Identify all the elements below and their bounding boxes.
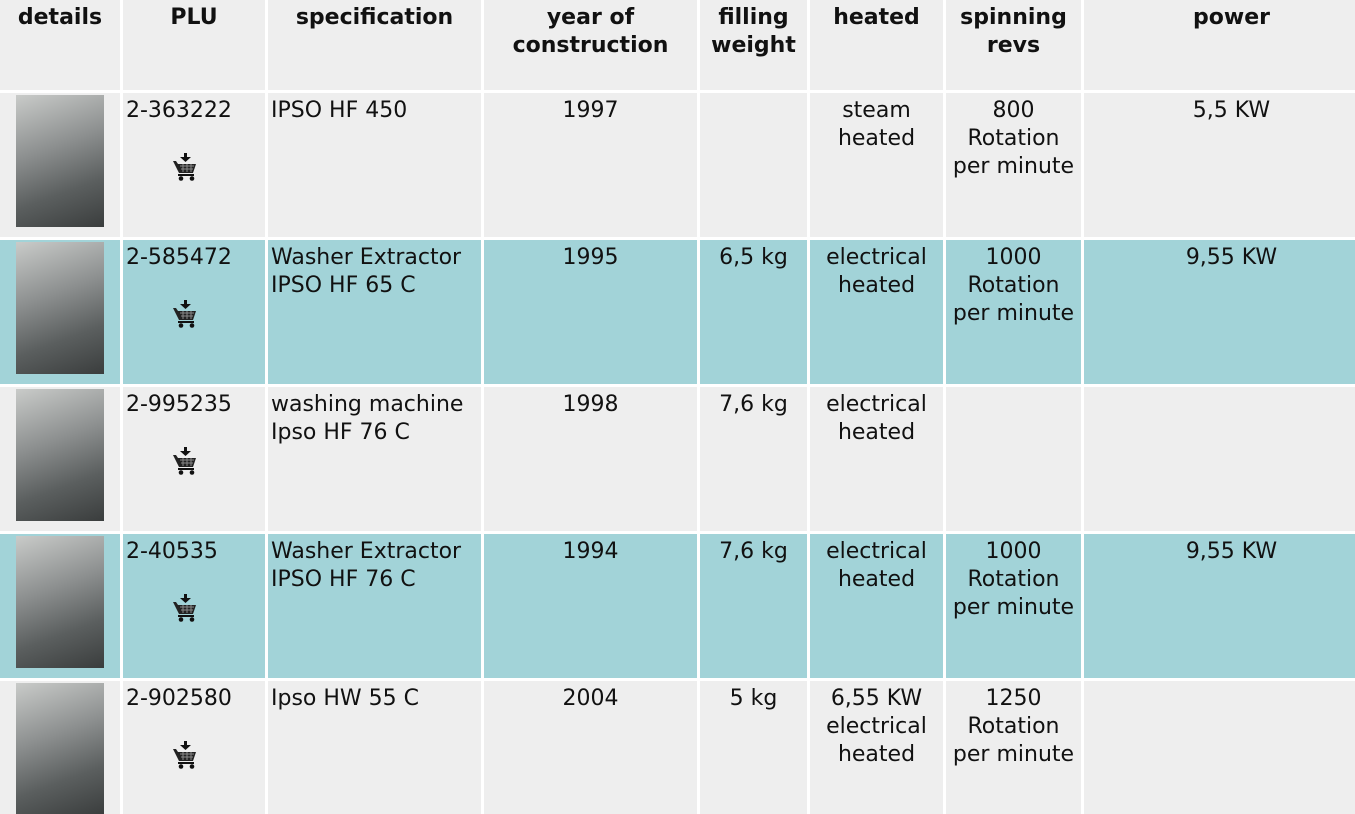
filling-weight-cell: 7,6 kg xyxy=(700,534,807,678)
year-cell: 1998 xyxy=(484,387,697,531)
filling-weight: 5 kg xyxy=(730,686,778,711)
filling-weight: 7,6 kg xyxy=(719,539,788,564)
power-cell xyxy=(1084,387,1355,531)
column-header: year of construction xyxy=(484,0,697,90)
filling-weight-cell xyxy=(700,93,807,237)
plu-cell: 2-40535 xyxy=(123,534,265,678)
specification: Washer Extractor IPSO HF 65 C xyxy=(271,245,461,298)
plu-cell: 2-585472 xyxy=(123,240,265,384)
year: 1994 xyxy=(563,539,619,564)
power-cell: 9,55 KW xyxy=(1084,240,1355,384)
spinning-revs-cell: 1000 Rotation per minute xyxy=(946,534,1081,678)
year-cell: 1994 xyxy=(484,534,697,678)
details-cell xyxy=(0,534,120,678)
product-thumbnail[interactable] xyxy=(16,242,104,374)
spinning-revs: 800 Rotation per minute xyxy=(953,98,1074,179)
cart-icon[interactable] xyxy=(172,153,198,181)
column-header: filling weight xyxy=(700,0,807,90)
column-header: specification xyxy=(268,0,481,90)
details-cell xyxy=(0,387,120,531)
power-cell xyxy=(1084,681,1355,814)
year-cell: 1995 xyxy=(484,240,697,384)
filling-weight: 7,6 kg xyxy=(719,392,788,417)
specification: IPSO HF 450 xyxy=(271,98,407,123)
power-cell: 9,55 KW xyxy=(1084,534,1355,678)
cart-icon[interactable] xyxy=(172,300,198,328)
heated-cell: electrical heated xyxy=(810,240,943,384)
specification-cell: Ipso HW 55 C xyxy=(268,681,481,814)
spinning-revs-cell: 800 Rotation per minute xyxy=(946,93,1081,237)
spinning-revs: 1250 Rotation per minute xyxy=(953,686,1074,767)
year: 2004 xyxy=(563,686,619,711)
year: 1995 xyxy=(563,245,619,270)
specification-cell: Washer Extractor IPSO HF 65 C xyxy=(268,240,481,384)
spinning-revs: 1000 Rotation per minute xyxy=(953,539,1074,620)
specification: washing machine Ipso HF 76 C xyxy=(271,392,463,445)
year-cell: 2004 xyxy=(484,681,697,814)
heated: electrical heated xyxy=(826,539,927,592)
filling-weight-cell: 6,5 kg xyxy=(700,240,807,384)
specification: Ipso HW 55 C xyxy=(271,686,419,711)
specification-cell: IPSO HF 450 xyxy=(268,93,481,237)
spinning-revs: 1000 Rotation per minute xyxy=(953,245,1074,326)
table-row: 2-40535 Washer Extractor IPSO HF 76 C 1994… xyxy=(0,534,1355,678)
heated-cell: steam heated xyxy=(810,93,943,237)
heated-cell: electrical heated xyxy=(810,387,943,531)
filling-weight-cell: 7,6 kg xyxy=(700,387,807,531)
plu: 2-363222 xyxy=(126,97,262,125)
plu: 2-40535 xyxy=(126,538,262,566)
heated-cell: 6,55 KW electrical heated xyxy=(810,681,943,814)
plu: 2-995235 xyxy=(126,391,262,419)
spinning-revs-cell: 1000 Rotation per minute xyxy=(946,240,1081,384)
details-cell xyxy=(0,240,120,384)
details-cell xyxy=(0,681,120,814)
column-header: power xyxy=(1084,0,1355,90)
details-cell xyxy=(0,93,120,237)
table-row: 2-363222 IPSO HF 450 1997 steam heated 800 R… xyxy=(0,93,1355,237)
spinning-revs-cell xyxy=(946,387,1081,531)
plu-cell: 2-995235 xyxy=(123,387,265,531)
cart-icon[interactable] xyxy=(172,741,198,769)
table-row: 2-995235 washing machine Ipso HF 76 C 1998… xyxy=(0,387,1355,531)
column-header: spinning revs xyxy=(946,0,1081,90)
plu: 2-585472 xyxy=(126,244,262,272)
product-thumbnail[interactable] xyxy=(16,683,104,814)
power: 9,55 KW xyxy=(1186,245,1277,270)
power: 9,55 KW xyxy=(1186,539,1277,564)
cart-icon[interactable] xyxy=(172,594,198,622)
heated: electrical heated xyxy=(826,392,927,445)
specification-cell: Washer Extractor IPSO HF 76 C xyxy=(268,534,481,678)
table-row: 2-902580 Ipso HW 55 C 2004 5 kg 6,55 KW elec… xyxy=(0,681,1355,814)
heated: electrical heated xyxy=(826,245,927,298)
table-row: 2-585472 Washer Extractor IPSO HF 65 C 199… xyxy=(0,240,1355,384)
heated: 6,55 KW electrical heated xyxy=(826,686,927,767)
year-cell: 1997 xyxy=(484,93,697,237)
heated-cell: electrical heated xyxy=(810,534,943,678)
power: 5,5 KW xyxy=(1193,98,1270,123)
specification: Washer Extractor IPSO HF 76 C xyxy=(271,539,461,592)
year: 1997 xyxy=(563,98,619,123)
heated: steam heated xyxy=(838,98,915,151)
plu-cell: 2-363222 xyxy=(123,93,265,237)
cart-icon[interactable] xyxy=(172,447,198,475)
column-header: heated xyxy=(810,0,943,90)
table-body: 2-363222 IPSO HF 450 1997 steam heated 800 R… xyxy=(0,93,1355,814)
specification-cell: washing machine Ipso HF 76 C xyxy=(268,387,481,531)
plu: 2-902580 xyxy=(126,685,262,713)
filling-weight: 6,5 kg xyxy=(719,245,788,270)
product-table: detailsPLUspecificationyear of construct… xyxy=(0,0,1355,814)
plu-cell: 2-902580 xyxy=(123,681,265,814)
spinning-revs-cell: 1250 Rotation per minute xyxy=(946,681,1081,814)
page: detailsPLUspecificationyear of construct… xyxy=(0,0,1355,811)
filling-weight-cell: 5 kg xyxy=(700,681,807,814)
product-thumbnail[interactable] xyxy=(16,389,104,521)
year: 1998 xyxy=(563,392,619,417)
column-header: PLU xyxy=(123,0,265,90)
product-thumbnail[interactable] xyxy=(16,536,104,668)
product-thumbnail[interactable] xyxy=(16,95,104,227)
power-cell: 5,5 KW xyxy=(1084,93,1355,237)
column-header: details xyxy=(0,0,120,90)
